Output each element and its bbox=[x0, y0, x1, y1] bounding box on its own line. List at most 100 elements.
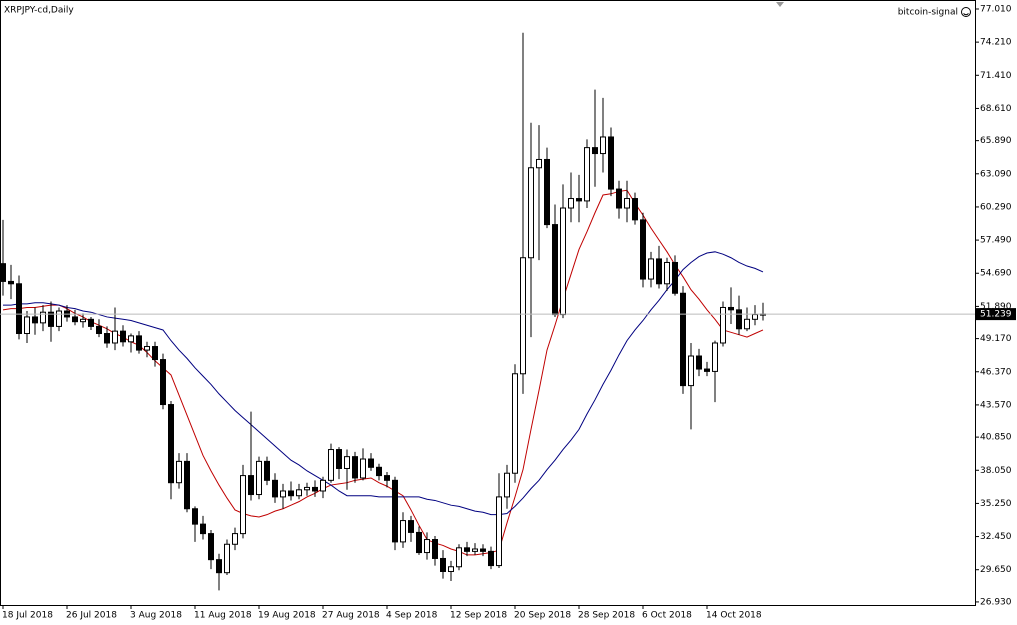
candle-body bbox=[160, 359, 166, 406]
candle-body bbox=[32, 316, 38, 324]
candle-body bbox=[592, 147, 598, 155]
x-tick-label: 20 Sep 2018 bbox=[514, 611, 571, 621]
y-tick-label: 57.490 bbox=[980, 236, 1012, 246]
candle-body bbox=[112, 330, 118, 344]
x-tick-label: 4 Sep 2018 bbox=[386, 611, 438, 621]
candle-body bbox=[568, 198, 574, 209]
candle-body bbox=[216, 559, 222, 574]
candle-body bbox=[232, 533, 238, 545]
candle-body bbox=[40, 311, 46, 324]
candle-body bbox=[8, 280, 14, 285]
x-tick-label: 3 Aug 2018 bbox=[130, 611, 182, 621]
candle-body bbox=[144, 346, 150, 351]
candle-body bbox=[560, 207, 566, 316]
last-price-label: 51.239 bbox=[980, 310, 1012, 320]
candle-body bbox=[16, 283, 22, 335]
candle-body bbox=[544, 158, 550, 226]
candle-body bbox=[664, 261, 670, 285]
candle-body bbox=[608, 136, 614, 190]
y-tick-label: 65.890 bbox=[980, 136, 1012, 146]
candle-body bbox=[24, 316, 30, 335]
candle-body bbox=[440, 557, 446, 572]
candle-body bbox=[472, 548, 478, 552]
candle-body bbox=[200, 523, 206, 535]
candle-body bbox=[352, 456, 358, 479]
candle-body bbox=[96, 325, 102, 335]
x-tick-label: 26 Jul 2018 bbox=[66, 611, 117, 621]
y-tick-label: 51.890 bbox=[980, 302, 1012, 312]
candle-body bbox=[704, 368, 710, 372]
y-tick-label: 71.410 bbox=[980, 71, 1012, 81]
last-price-box bbox=[976, 308, 1016, 321]
candle-body bbox=[344, 456, 350, 469]
candle-body bbox=[656, 258, 662, 285]
moving-average-line bbox=[3, 251, 764, 516]
candle-body bbox=[616, 188, 622, 209]
candle-body bbox=[56, 310, 62, 327]
shift-marker bbox=[776, 2, 784, 7]
candle-body bbox=[328, 449, 334, 481]
y-tick-label: 74.210 bbox=[980, 38, 1012, 48]
candle-body bbox=[48, 311, 54, 327]
candle-body bbox=[728, 306, 734, 311]
candle-body bbox=[424, 539, 430, 554]
x-tick-label: 11 Aug 2018 bbox=[194, 611, 252, 621]
candle-body bbox=[80, 318, 86, 323]
candle-body bbox=[520, 257, 526, 375]
y-tick-label: 60.290 bbox=[980, 202, 1012, 212]
candle-body bbox=[320, 479, 326, 492]
y-tick-label: 35.250 bbox=[980, 499, 1012, 509]
y-tick-label: 49.170 bbox=[980, 334, 1012, 344]
candle-body bbox=[72, 316, 78, 323]
candle-body bbox=[672, 261, 678, 294]
candle-body bbox=[632, 198, 638, 221]
candle-body bbox=[584, 147, 590, 202]
candle-body bbox=[272, 479, 278, 498]
candle-body bbox=[448, 566, 454, 572]
candle-body bbox=[336, 449, 342, 469]
candle-body bbox=[536, 158, 542, 169]
candle-body bbox=[504, 472, 510, 498]
candle-body bbox=[576, 198, 582, 202]
candle-body bbox=[408, 520, 414, 533]
candle-body bbox=[528, 167, 534, 259]
candle-body bbox=[208, 533, 214, 561]
y-tick-label: 68.610 bbox=[980, 104, 1012, 114]
x-tick-label: 14 Oct 2018 bbox=[706, 611, 762, 621]
x-tick-label: 18 Jul 2018 bbox=[2, 611, 53, 621]
candle-body bbox=[416, 531, 422, 554]
candle-body bbox=[264, 460, 270, 481]
candle-body bbox=[184, 460, 190, 510]
candle-body bbox=[376, 466, 382, 477]
y-tick-label: 26.930 bbox=[980, 597, 1012, 607]
chart-title: XRPJPY-cd,Daily bbox=[4, 6, 74, 16]
candle-body bbox=[600, 136, 606, 155]
candle-body bbox=[296, 489, 302, 497]
candle-body bbox=[0, 263, 6, 282]
y-tick-label: 32.450 bbox=[980, 532, 1012, 542]
candle-body bbox=[360, 458, 366, 479]
candle-body bbox=[176, 460, 182, 484]
x-tick-label: 6 Oct 2018 bbox=[642, 611, 692, 621]
candle-body bbox=[648, 258, 654, 280]
candle-body bbox=[312, 486, 318, 492]
y-tick-label: 54.690 bbox=[980, 269, 1012, 279]
candle-body bbox=[248, 475, 254, 496]
plot-frame bbox=[0, 0, 976, 606]
y-tick-label: 63.090 bbox=[980, 169, 1012, 179]
smiley-mouth bbox=[963, 13, 969, 16]
candle-body bbox=[392, 479, 398, 543]
candle-body bbox=[288, 490, 294, 497]
candle-body bbox=[456, 547, 462, 568]
candle-body bbox=[304, 486, 310, 491]
y-tick-label: 77.010 bbox=[980, 4, 1012, 14]
candle-body bbox=[240, 475, 246, 535]
candle-body bbox=[368, 458, 374, 468]
candle-body bbox=[688, 355, 694, 387]
candle-body bbox=[624, 198, 630, 209]
candle-body bbox=[168, 404, 174, 484]
y-tick-label: 43.570 bbox=[980, 400, 1012, 410]
plot-layer bbox=[0, 32, 975, 591]
watermark: bitcoin-signal bbox=[898, 8, 958, 18]
